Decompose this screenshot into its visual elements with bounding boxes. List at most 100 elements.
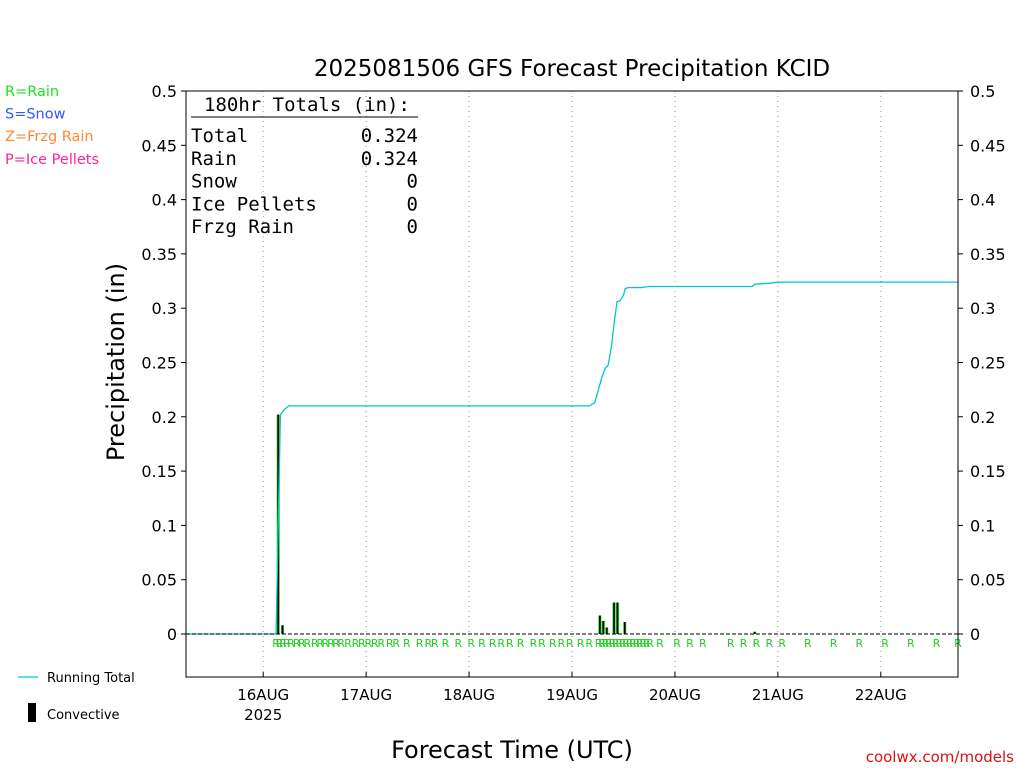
ptype-marker: R: [686, 637, 694, 650]
ptype-marker: R: [279, 637, 287, 650]
chart-title: 2025081506 GFS Forecast Precipitation KC…: [314, 56, 830, 82]
watermark: coolwx.com/models: [866, 748, 1014, 766]
ptype-marker: R: [392, 637, 400, 650]
ptype-marker: R: [646, 637, 654, 650]
ptype-marker: R: [740, 637, 748, 650]
x-tick-label: 19AUG: [546, 686, 598, 704]
ptype-marker: R: [907, 637, 915, 650]
ptype-marker: R: [549, 637, 557, 650]
y-tick-label-left: 0.5: [152, 82, 177, 101]
ptype-marker: R: [753, 637, 761, 650]
ptype-marker: R: [933, 637, 941, 650]
ptype-marker: R: [585, 637, 593, 650]
ptype-marker: R: [699, 637, 707, 650]
bar-convective: [605, 627, 608, 634]
ptype-marker: R: [506, 637, 514, 650]
y-tick-label-left: 0: [167, 625, 177, 644]
y-tick-label-right: 0.25: [970, 354, 1006, 373]
ptype-marker: R: [276, 637, 284, 650]
ptype-marker: R: [311, 637, 319, 650]
ptype-marker: R: [830, 637, 838, 650]
ptype-marker: R: [530, 637, 538, 650]
plot-frame: [185, 90, 959, 678]
bar-convective: [623, 622, 626, 634]
legend: R=Rain S=Snow Z=Frzg Rain P=Ice Pellets Runn…: [5, 84, 135, 723]
ptype-marker: R: [416, 637, 424, 650]
ptype-marker: R: [673, 637, 681, 650]
ptype-marker: R: [497, 637, 505, 650]
totals-row-label: Ice Pellets: [191, 193, 317, 215]
x-axis-label: Forecast Time (UTC): [391, 736, 633, 764]
ptype-marker: R: [605, 637, 613, 650]
y-tick-label-left: 0.45: [141, 136, 177, 155]
ptype-marker: R: [727, 637, 735, 650]
running-total-legend-label: Running Total: [47, 671, 135, 686]
convective-legend-label: Convective: [47, 708, 120, 723]
y-tick-label-right: 0.1: [970, 516, 995, 535]
y-tick-label-left: 0.25: [141, 354, 177, 373]
ptype-marker: R: [455, 637, 463, 650]
totals-row-value: 0.324: [361, 148, 418, 170]
y-tick-label-right: 0.3: [970, 299, 995, 318]
ptype-legend-item: P=Ice Pellets: [5, 152, 99, 168]
ptype-marker: R: [371, 637, 379, 650]
x-tick-label: 22AUG: [855, 686, 907, 704]
totals-row-label: Total: [191, 125, 248, 147]
ptype-marker: R: [639, 637, 647, 650]
bar-convective: [281, 625, 284, 634]
ptype-marker: R: [598, 637, 606, 650]
convective-swatch: [28, 703, 36, 722]
ptype-marker: R: [364, 637, 372, 650]
ptype-marker: R: [431, 637, 439, 650]
ptype-marker: R: [765, 637, 773, 650]
x-tick-sublabel: 2025: [244, 706, 282, 724]
ptype-marker: R: [377, 637, 385, 650]
bar-convective: [753, 631, 756, 634]
ptype-marker: R: [283, 637, 291, 650]
ptype-marker: R: [566, 637, 574, 650]
ptype-marker: R: [629, 637, 637, 650]
totals-row-value: 0: [407, 193, 418, 215]
ptype-marker: R: [304, 637, 312, 650]
ptype-marker: R: [619, 637, 627, 650]
ptype-marker: R: [298, 637, 306, 650]
bar-convective: [616, 602, 619, 634]
ptype-marker: R: [272, 637, 280, 650]
ptype-marker: R: [881, 637, 889, 650]
y-tick-label-left: 0.2: [152, 408, 177, 427]
axes: 0 00.05 0.050.1 0.10.15 0.150.2 0.20.25 0.250.…: [141, 82, 1005, 724]
ptype-marker: R: [293, 637, 301, 650]
totals-row-value: 0: [407, 216, 418, 238]
y-tick-label-right: 0.4: [970, 191, 995, 210]
totals-row-label: Rain: [191, 148, 237, 170]
ptype-legend-item: S=Snow: [5, 107, 66, 123]
ptype-marker: R: [557, 637, 565, 650]
totals-row-value: 0.324: [361, 125, 418, 147]
ptype-marker: R: [467, 637, 475, 650]
ptype-marker: R: [344, 637, 352, 650]
ptype-marker: R: [608, 637, 616, 650]
ptype-marker: R: [352, 637, 360, 650]
ptype-marker: R: [287, 637, 295, 650]
x-tick-label: 17AUG: [340, 686, 392, 704]
ptype-marker: R: [595, 637, 603, 650]
ptype-marker: R: [478, 637, 486, 650]
ptype-marker: R: [656, 637, 664, 650]
ptype-marker: R: [517, 637, 525, 650]
y-tick-label-right: 0.5: [970, 82, 995, 101]
ptype-legend-item: R=Rain: [5, 84, 59, 100]
ptype-marker: R: [358, 637, 366, 650]
ptype-marker: R: [332, 637, 340, 650]
y-tick-label-right: 0.05: [970, 571, 1006, 590]
ptype-marker: R: [316, 637, 324, 650]
ptype-marker: R: [577, 637, 585, 650]
ptype-marker: R: [403, 637, 411, 650]
ptype-marker: R: [538, 637, 546, 650]
running-total-series: [186, 281, 958, 635]
y-tick-label-left: 0.3: [152, 299, 177, 318]
ptype-marker: R: [322, 637, 330, 650]
ptype-marker: R: [386, 637, 394, 650]
ptype-marker: R: [615, 637, 623, 650]
